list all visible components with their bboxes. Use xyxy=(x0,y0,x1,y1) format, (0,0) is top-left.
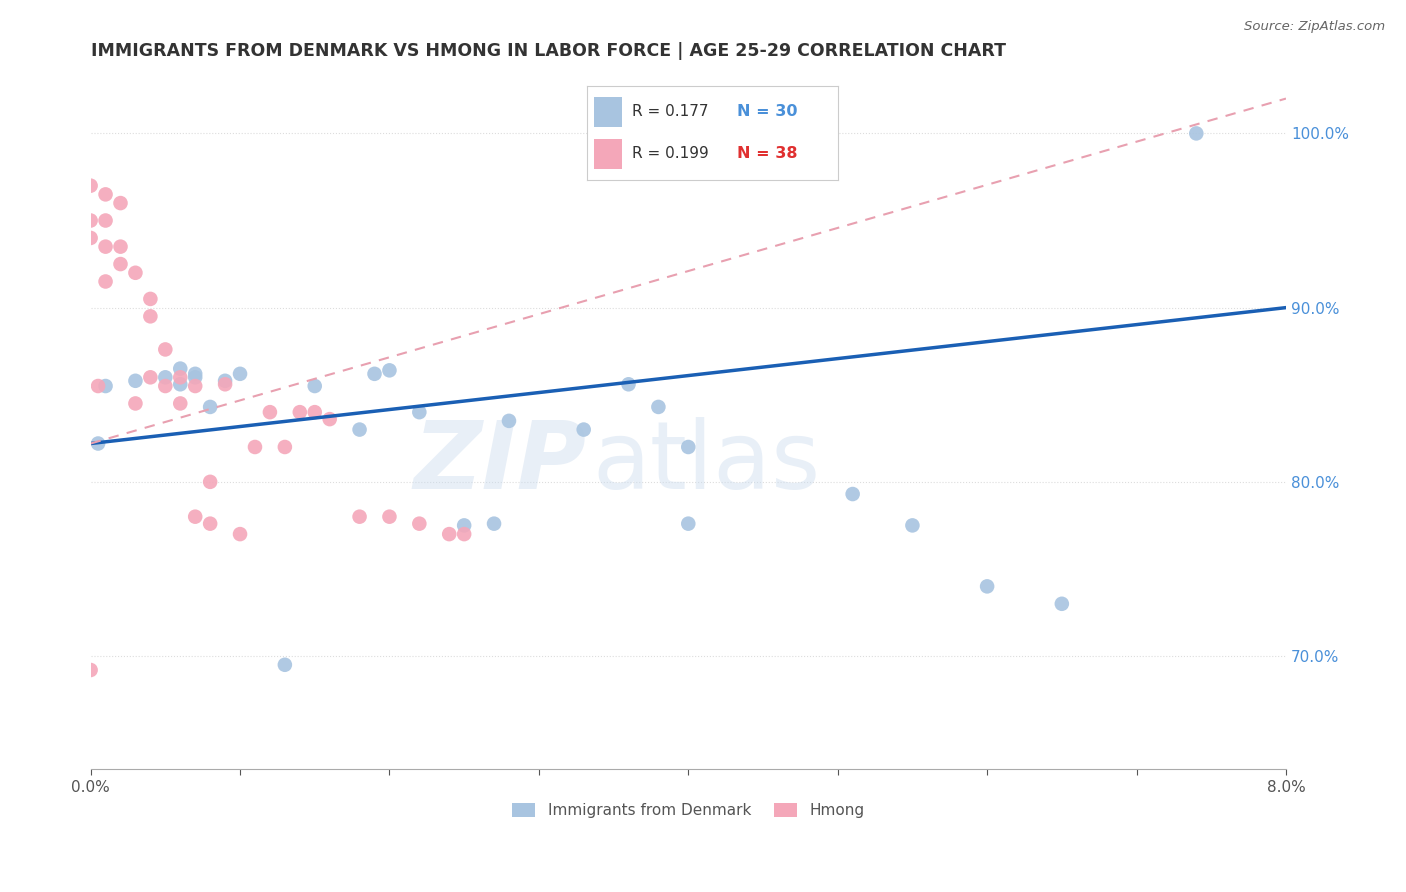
Point xyxy=(79,231,101,245)
Point xyxy=(274,440,297,454)
Point xyxy=(243,440,266,454)
Point xyxy=(453,518,475,533)
Point xyxy=(214,374,236,388)
Point xyxy=(647,400,669,414)
Point xyxy=(408,405,430,419)
Point xyxy=(1185,127,1208,141)
Point xyxy=(87,436,110,450)
Point xyxy=(198,516,221,531)
Point xyxy=(1050,597,1073,611)
Text: Source: ZipAtlas.com: Source: ZipAtlas.com xyxy=(1244,20,1385,33)
Point xyxy=(901,518,924,533)
Point xyxy=(139,292,162,306)
Point xyxy=(124,266,146,280)
Point xyxy=(184,509,207,524)
Point xyxy=(259,405,281,419)
Point xyxy=(79,178,101,193)
Point xyxy=(79,213,101,227)
Point xyxy=(94,379,117,393)
Point xyxy=(184,379,207,393)
Point xyxy=(94,240,117,254)
Point xyxy=(453,527,475,541)
Point xyxy=(155,343,177,357)
Text: IMMIGRANTS FROM DENMARK VS HMONG IN LABOR FORCE | AGE 25-29 CORRELATION CHART: IMMIGRANTS FROM DENMARK VS HMONG IN LABO… xyxy=(90,42,1005,60)
Text: ZIP: ZIP xyxy=(413,417,586,508)
Point xyxy=(408,516,430,531)
Point xyxy=(304,379,326,393)
Point xyxy=(94,275,117,289)
Point xyxy=(198,400,221,414)
Point xyxy=(229,367,252,381)
Point xyxy=(169,370,191,384)
Point xyxy=(110,240,132,254)
Point xyxy=(94,213,117,227)
Point xyxy=(288,405,311,419)
Point xyxy=(378,509,401,524)
Point xyxy=(214,377,236,392)
Point xyxy=(124,396,146,410)
Point xyxy=(349,423,371,437)
Point xyxy=(87,379,110,393)
Point xyxy=(304,405,326,419)
Point xyxy=(274,657,297,672)
Point xyxy=(184,370,207,384)
Point xyxy=(169,396,191,410)
Point xyxy=(841,487,863,501)
Point xyxy=(169,361,191,376)
Text: atlas: atlas xyxy=(593,417,821,508)
Point xyxy=(976,579,998,593)
Point xyxy=(678,440,700,454)
Point xyxy=(378,363,401,377)
Legend: Immigrants from Denmark, Hmong: Immigrants from Denmark, Hmong xyxy=(506,797,870,824)
Point xyxy=(198,475,221,489)
Point xyxy=(155,379,177,393)
Point xyxy=(318,412,340,426)
Point xyxy=(363,367,385,381)
Point xyxy=(124,374,146,388)
Point xyxy=(349,509,371,524)
Point xyxy=(155,370,177,384)
Point xyxy=(110,196,132,211)
Point xyxy=(439,527,461,541)
Point xyxy=(139,310,162,324)
Point xyxy=(678,516,700,531)
Point xyxy=(572,423,595,437)
Point xyxy=(617,377,640,392)
Point xyxy=(79,663,101,677)
Point xyxy=(139,370,162,384)
Point xyxy=(110,257,132,271)
Point xyxy=(169,377,191,392)
Point xyxy=(184,367,207,381)
Point xyxy=(498,414,520,428)
Point xyxy=(94,187,117,202)
Point xyxy=(229,527,252,541)
Point xyxy=(482,516,505,531)
